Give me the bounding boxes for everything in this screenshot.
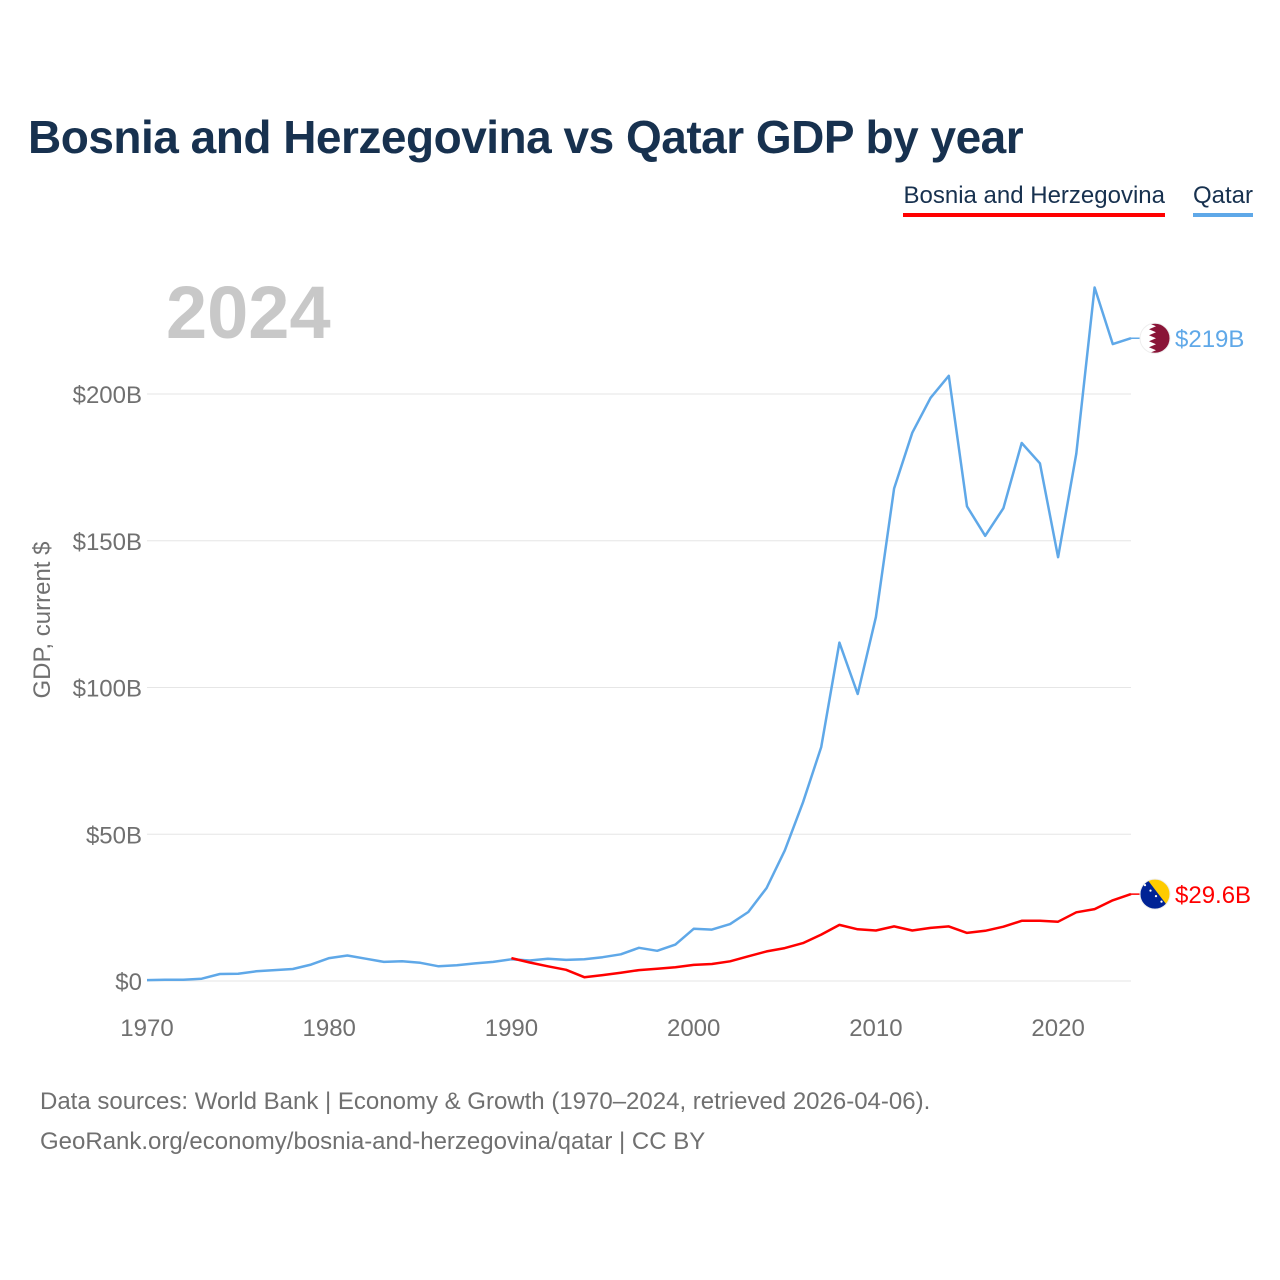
x-tick-label: 2010	[849, 1015, 902, 1042]
line-bosnia	[511, 892, 1132, 979]
x-tick-label: 1990	[485, 1015, 538, 1042]
year-watermark: 2024	[166, 271, 331, 354]
end-markers: $219B $29.6B	[1131, 322, 1251, 910]
legend-item-qatar[interactable]: Qatar	[1192, 182, 1253, 217]
y-axis-label: GDP, current $	[29, 542, 56, 699]
x-tick-label: 2020	[1031, 1015, 1084, 1042]
y-tick-label: $100B	[73, 676, 142, 703]
qatar-flag	[1140, 323, 1170, 354]
y-tick-label: $150B	[73, 529, 142, 556]
y-tick-label: $50B	[86, 822, 142, 849]
footer: Data sources: World Bank | Economy & Gro…	[40, 1082, 930, 1162]
bosnia-flag	[1140, 879, 1170, 910]
series-lines	[146, 286, 1132, 982]
x-tick-label: 1980	[303, 1015, 356, 1042]
footer-link[interactable]: GeoRank.org/economy/bosnia-and-herzegovi…	[40, 1128, 706, 1155]
flag-outline	[1139, 322, 1171, 354]
line-qatar	[146, 286, 1132, 982]
end-label-qatar: $219B	[1175, 326, 1244, 353]
y-tick-label: $200B	[73, 382, 142, 409]
flag-outline	[1139, 878, 1171, 910]
footer-sources: Data sources: World Bank | Economy & Gro…	[40, 1088, 931, 1115]
y-axis-ticks: $0 $50B $100B $150B $200B	[73, 382, 142, 996]
gdp-line-chart: 2024 $0 $50B $100B $150B $200B 1970 1980 1990 2…	[29, 271, 1251, 1042]
y-tick-label: $0	[115, 969, 142, 996]
end-label-bosnia: $29.6B	[1175, 882, 1251, 909]
grid-lines	[147, 393, 1131, 982]
x-axis-ticks: 1970 1980 1990 2000 2010 2020	[120, 1015, 1085, 1042]
legend-item-bosnia[interactable]: Bosnia and Herzegovina	[903, 182, 1165, 217]
x-tick-label: 1970	[120, 1015, 173, 1042]
x-tick-label: 2000	[667, 1015, 720, 1042]
chart-title: Bosnia and Herzegovina vs Qatar GDP by y…	[28, 111, 1024, 163]
